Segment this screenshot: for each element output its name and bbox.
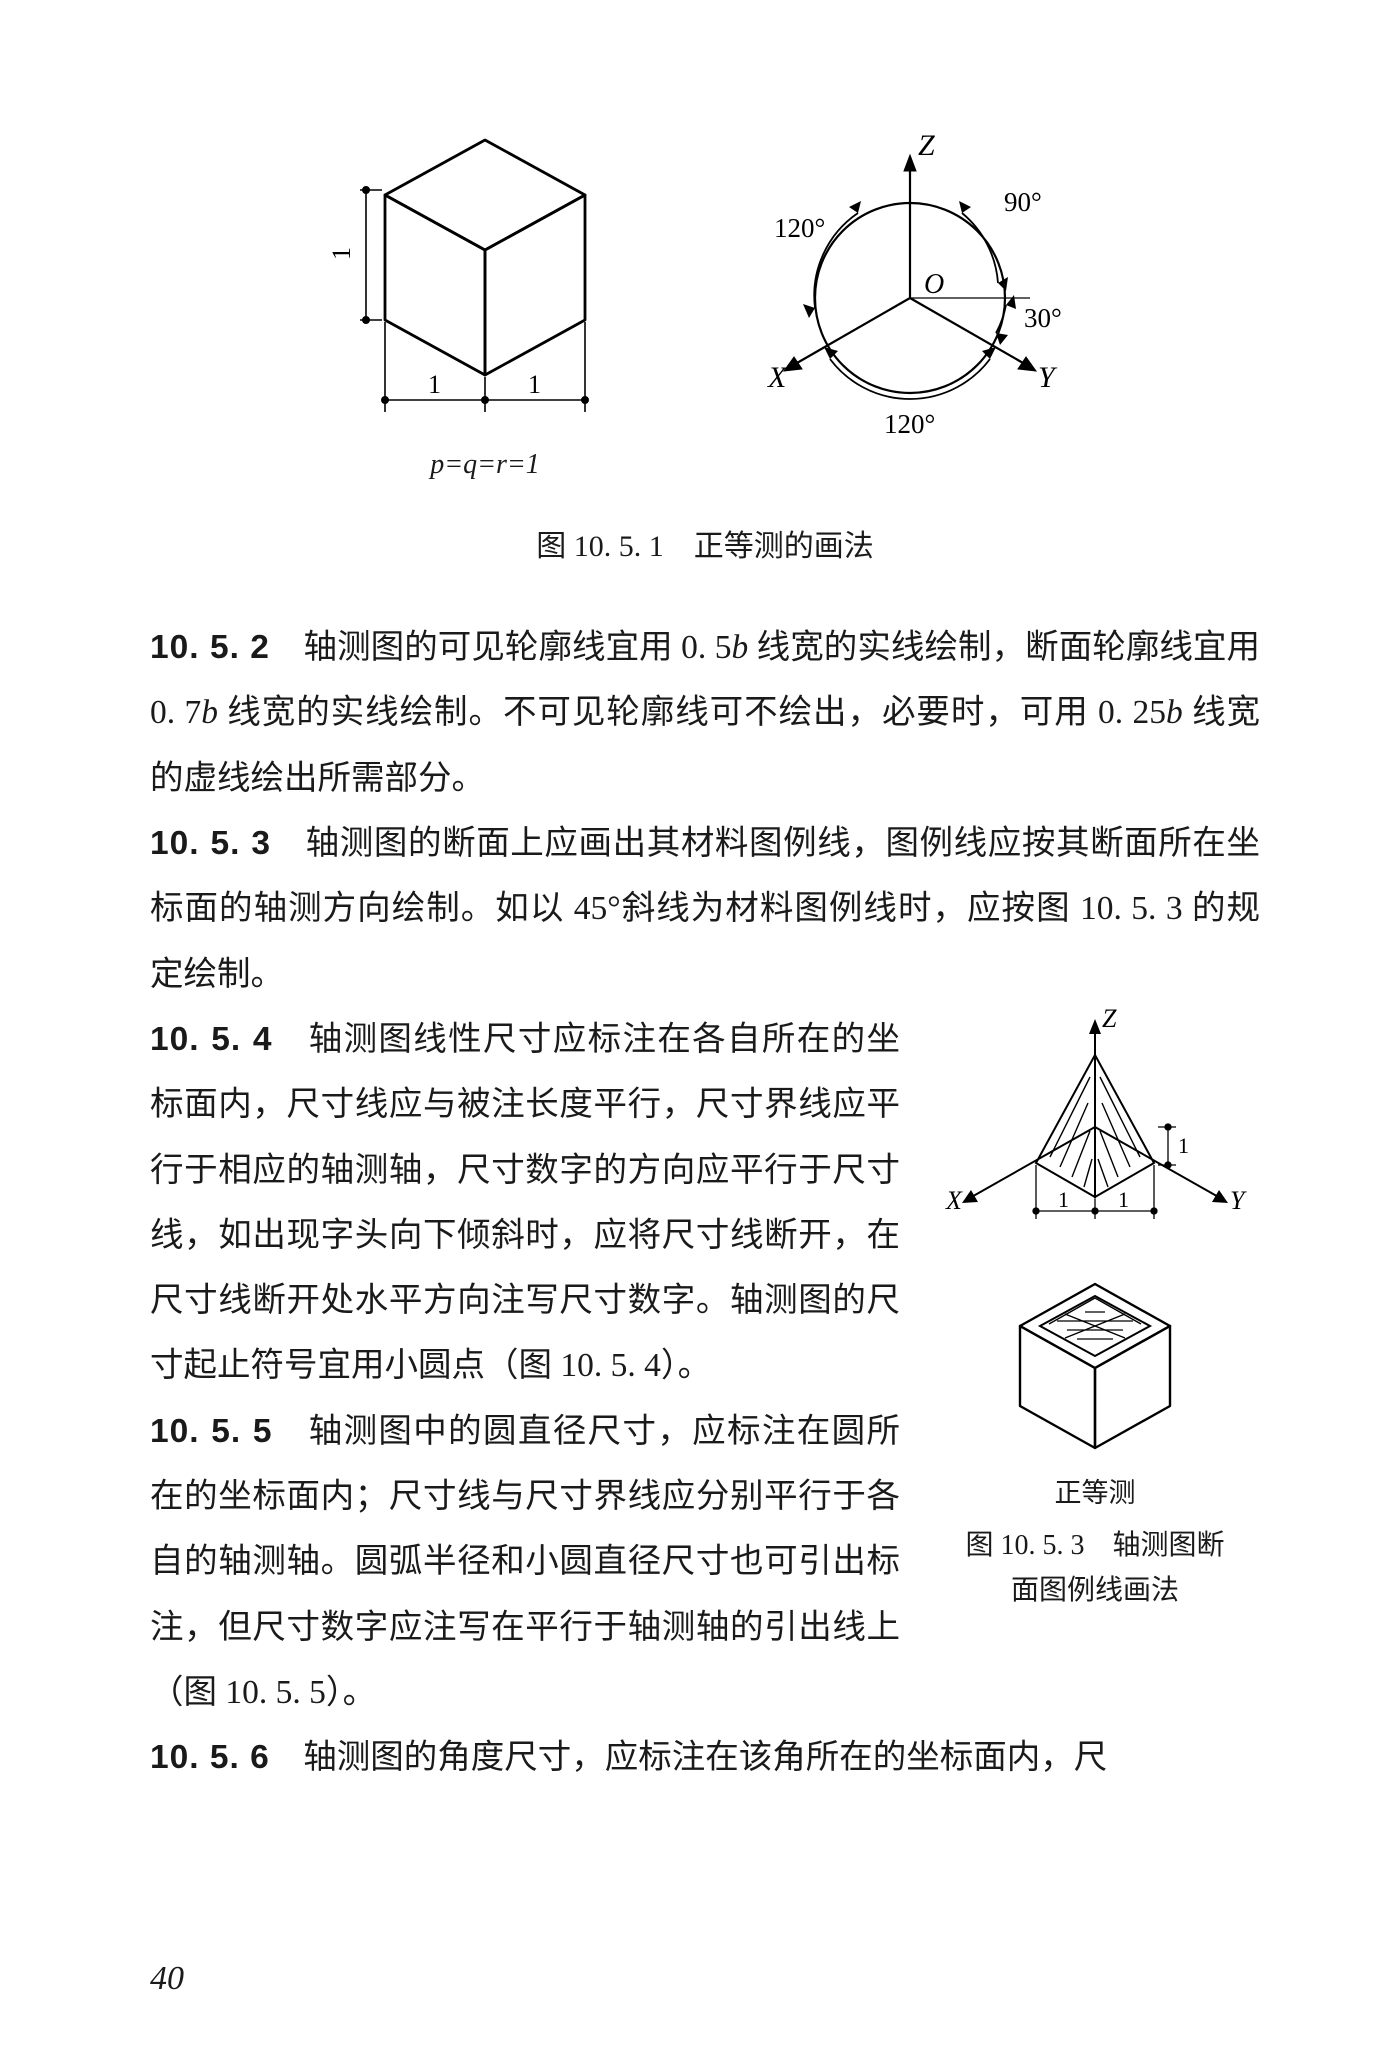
- cube-hatch-icon: [985, 1266, 1205, 1456]
- equation: p=q=r=1: [320, 449, 650, 481]
- text: 线宽的实线绘制。不可见轮廓线可不绘出，必要时，可用: [218, 694, 1098, 731]
- val: 0. 5: [681, 629, 731, 666]
- sub-caption: 正等测: [930, 1471, 1260, 1510]
- clause-head: 10. 5. 3: [150, 825, 271, 862]
- label-z: Z: [918, 133, 935, 162]
- dim-1: 1: [428, 370, 441, 399]
- page: 1 1 1 p=q=r=1: [0, 0, 1400, 2048]
- clause-10-5-2: 10. 5. 2 轴测图的可见轮廓线宜用 0. 5b 线宽的实线绘制，断面轮廓线…: [150, 615, 1260, 811]
- axes-icon: Z X Y O 90° 120° 120° 30°: [730, 133, 1090, 453]
- clause-10-5-3: 10. 5. 3 轴测图的断面上应画出其材料图例线，图例线应按其断面所在坐标面的…: [150, 811, 1260, 1007]
- dim-1: 1: [1058, 1187, 1069, 1212]
- figure-10-5-3-caption: 图 10. 5. 3 轴测图断 面图例线画法: [930, 1524, 1260, 1614]
- clause-head: 10. 5. 6: [150, 1739, 270, 1776]
- caption-prefix: 图: [536, 530, 574, 563]
- wrapped-block: 1 1 1 Z X Y: [150, 1007, 1260, 1725]
- dim-1: 1: [1118, 1187, 1129, 1212]
- text: 轴测图中的圆直径尺寸，应标注在圆所在的坐标面内；尺寸线与尺寸界线应分别平行于各自…: [150, 1413, 900, 1711]
- clause-head: 10. 5. 2: [150, 629, 270, 666]
- val: 0. 25: [1098, 694, 1166, 731]
- sym: b: [201, 694, 218, 731]
- sym: b: [731, 629, 748, 666]
- text: 轴测图的可见轮廓线宜用: [270, 629, 681, 666]
- caption-num: 10. 5. 1: [574, 530, 664, 563]
- page-number: 40: [150, 1960, 184, 1998]
- text: 轴测图线性尺寸应标注在各自所在的坐标面内，尺寸线应与被注长度平行，尺寸界线应平行…: [150, 1021, 900, 1385]
- dim-1: 1: [327, 247, 356, 260]
- figure-axes: Z X Y O 90° 120° 120° 30°: [730, 133, 1090, 458]
- val: 10. 5. 3: [1080, 890, 1192, 927]
- val: 10. 5. 5: [225, 1674, 326, 1711]
- caption-text-l2: 面图例线画法: [1011, 1575, 1179, 1606]
- figure-10-5-3: 1 1 1 Z X Y: [930, 1007, 1260, 1614]
- label-x: X: [767, 361, 788, 394]
- figure-10-5-1: 1 1 1 p=q=r=1: [150, 110, 1260, 481]
- label-z: Z: [1102, 1007, 1117, 1033]
- caption-num: 10. 5. 3: [1001, 1530, 1085, 1561]
- val: 45°: [574, 890, 621, 927]
- label-y: Y: [1230, 1186, 1247, 1215]
- val: 10. 5. 4: [560, 1347, 661, 1384]
- dim-1: 1: [528, 370, 541, 399]
- val: 0. 7: [150, 694, 201, 731]
- label-o: O: [924, 269, 944, 300]
- text: 斜线为材料图例线时，应按图: [621, 890, 1080, 927]
- clause-head: 10. 5. 5: [150, 1413, 272, 1450]
- caption-text: 正等测的画法: [664, 530, 874, 563]
- caption-text: 轴测图断: [1085, 1530, 1225, 1561]
- label-x: X: [945, 1186, 963, 1215]
- text: ）。: [326, 1674, 376, 1711]
- figure-10-5-1-caption: 图 10. 5. 1 正等测的画法: [150, 521, 1260, 565]
- cube-icon: 1 1 1: [320, 110, 650, 430]
- angle-120b: 120°: [884, 409, 935, 439]
- text: 线宽的实线绘制，断面轮廓线宜用: [748, 629, 1260, 666]
- clause-head: 10. 5. 4: [150, 1021, 272, 1058]
- label-y: Y: [1038, 361, 1058, 394]
- angle-120l: 120°: [774, 213, 825, 243]
- dim-1: 1: [1178, 1133, 1189, 1158]
- sym: b: [1166, 694, 1183, 731]
- caption-prefix: 图: [965, 1530, 1000, 1561]
- angle-30: 30°: [1024, 303, 1062, 333]
- text: ）。: [661, 1347, 711, 1384]
- text: 轴测图的角度尺寸，应标注在该角所在的坐标面内，尺: [270, 1739, 1108, 1776]
- figure-cube: 1 1 1 p=q=r=1: [320, 110, 650, 481]
- axes-section-icon: 1 1 1 Z X Y: [940, 1007, 1250, 1257]
- clause-10-5-6: 10. 5. 6 轴测图的角度尺寸，应标注在该角所在的坐标面内，尺: [150, 1725, 1260, 1790]
- angle-90: 90°: [1004, 187, 1042, 217]
